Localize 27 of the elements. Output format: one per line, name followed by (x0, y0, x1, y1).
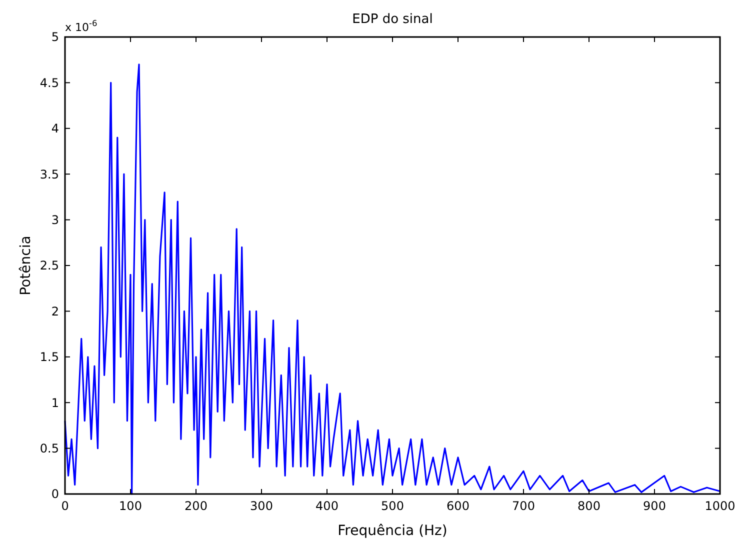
x-tick-label: 1000 (704, 499, 736, 513)
y-tick-label: 5 (51, 30, 59, 44)
line-series (64, 64, 721, 495)
y-axis-title: Potência (18, 236, 34, 296)
x-tick-label: 0 (61, 499, 69, 513)
y-tick-label: 3 (51, 213, 59, 227)
y-tick-label: 0.5 (40, 442, 59, 456)
chart-title: EDP do sinal (352, 12, 433, 27)
x-tick-label: 300 (250, 499, 273, 513)
y-tick-label: 4.5 (40, 76, 59, 90)
x-tick-label: 200 (184, 499, 208, 513)
x-tick-label: 800 (578, 499, 600, 513)
x-tick-label: 100 (119, 499, 142, 513)
y-tick-label: 0 (51, 487, 59, 502)
text: x 10$^{-6}$ (65, 18, 98, 34)
y-tick-label: 3.5 (40, 167, 59, 182)
x-axis-title: Frequência (Hz) (338, 523, 448, 539)
x-tick-label: 600 (446, 499, 470, 513)
y-tick-label: 4 (51, 122, 59, 136)
x-tick-label: 500 (381, 499, 404, 513)
x-tick-label: 400 (316, 499, 338, 513)
x-tick-label: 700 (512, 499, 535, 513)
x-tick-label: 900 (643, 499, 666, 513)
y-tick-label: 2 (51, 304, 59, 318)
y-tick-label: 1 (51, 396, 59, 410)
y-tick-label: 1.5 (40, 350, 59, 364)
y-tick-label: 2.5 (40, 258, 59, 273)
